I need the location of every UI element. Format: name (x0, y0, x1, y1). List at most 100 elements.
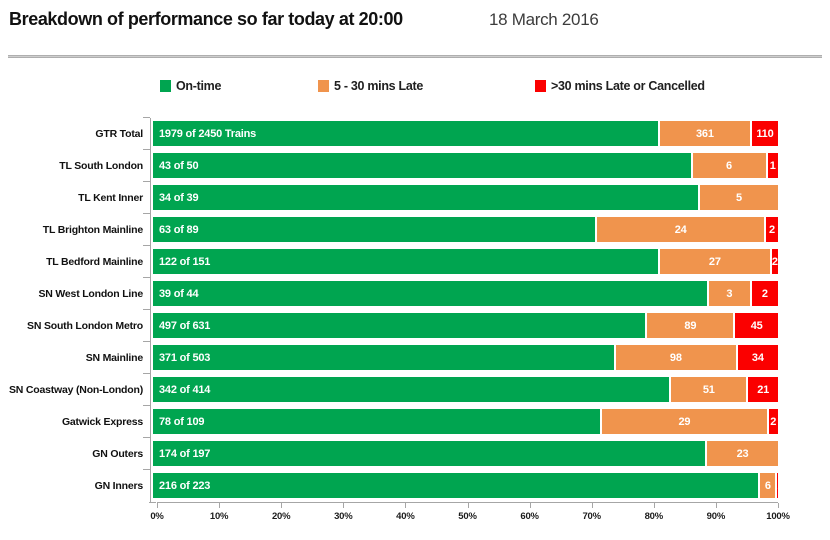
segment-value: 34 (751, 351, 764, 364)
bar-track: 122 of 151 27 2 (143, 245, 778, 278)
x-axis-tick (343, 503, 345, 508)
x-axis: 0% 10% 20% 30% 40% 50% 60% 70% 80% 90% 100% (149, 502, 790, 526)
segment-ontime: 174 of 197 (153, 441, 706, 466)
segment-value: 24 (674, 223, 687, 236)
segment-value: 2 (761, 287, 768, 300)
bar-track: 371 of 503 98 34 (143, 341, 778, 374)
segment-cancelled: 2 (769, 249, 778, 274)
legend-label-late: 5 - 30 mins Late (334, 79, 423, 93)
x-axis-label: 10% (209, 511, 229, 522)
report-date: 18 March 2016 (489, 10, 599, 29)
legend-item-ontime: On-time (160, 78, 221, 94)
chart-row: GTR Total 1979 of 2450 Trains 361 110 (0, 117, 830, 150)
segment-ontime: 497 of 631 (153, 313, 646, 338)
bar-track: 78 of 109 29 2 (143, 405, 778, 438)
segment-value: 497 of 631 (159, 319, 211, 332)
stacked-bar: 63 of 89 24 2 (153, 217, 778, 242)
x-axis-label: 20% (271, 511, 291, 522)
legend-swatch-cancelled (535, 80, 546, 92)
segment-cancelled: 21 (746, 377, 778, 402)
segment-late: 6 (690, 153, 766, 178)
bar-track: 174 of 197 23 (143, 437, 778, 470)
segment-late: 51 (669, 377, 747, 402)
segment-late: 24 (595, 217, 764, 242)
segment-value: 2 (768, 223, 775, 236)
row-label: SN Mainline (85, 351, 144, 364)
segment-late: 27 (657, 249, 770, 274)
segment-value: 371 of 503 (159, 351, 211, 364)
x-axis-tick (467, 503, 469, 508)
segment-value: 43 of 50 (159, 159, 199, 172)
row-label: GN Inners (94, 479, 144, 492)
segment-value: 110 (756, 127, 774, 140)
x-axis-tick (778, 503, 779, 508)
x-axis-label: 0% (150, 511, 164, 522)
segment-value: 1 (769, 159, 776, 172)
segment-late: 5 (697, 185, 778, 210)
chart-row: SN Coastway (Non-London) 342 of 414 51 21 (0, 373, 830, 406)
segment-value: 34 of 39 (159, 191, 199, 204)
legend-swatch-ontime (160, 80, 171, 92)
segment-value: 89 (684, 319, 697, 332)
stacked-bar: 342 of 414 51 21 (153, 377, 778, 402)
segment-cancelled: 2 (749, 281, 778, 306)
stacked-bar: 174 of 197 23 (153, 441, 778, 466)
chart-row: TL Bedford Mainline 122 of 151 27 2 (0, 245, 830, 278)
segment-ontime: 342 of 414 (153, 377, 670, 402)
segment-value: 6 (726, 159, 732, 172)
segment-ontime: 78 of 109 (153, 409, 601, 434)
x-axis-label: 100% (766, 511, 790, 522)
segment-value: 361 (696, 127, 714, 140)
x-axis-tick (157, 503, 158, 508)
x-axis-tick (715, 503, 717, 508)
chart-row: Gatwick Express 78 of 109 29 2 (0, 405, 830, 438)
row-label: TL Brighton Mainline (42, 223, 143, 236)
x-axis-label: 60% (520, 511, 539, 522)
bar-track: 342 of 414 51 21 (143, 373, 778, 406)
bar-track: 34 of 39 5 (143, 181, 778, 214)
x-axis-tick (405, 503, 407, 508)
segment-value: 63 of 89 (159, 223, 199, 236)
segment-value: 5 (735, 191, 742, 204)
x-axis-label: 70% (582, 511, 601, 522)
title-divider (8, 55, 822, 58)
segment-value: 216 of 223 (159, 479, 211, 492)
performance-chart: GTR Total 1979 of 2450 Trains 361 110 TL Sou… (0, 117, 830, 526)
row-label: GN Outers (92, 447, 143, 460)
segment-late: 29 (600, 409, 767, 434)
segment-value: 6 (764, 479, 771, 492)
stacked-bar: 497 of 631 89 45 (153, 313, 778, 338)
segment-value: 39 of 44 (159, 287, 199, 300)
x-axis-tick (281, 503, 283, 508)
segment-late: 3 (706, 281, 750, 306)
segment-late: 361 (657, 121, 750, 146)
chart-row: TL South London 43 of 50 6 1 (0, 149, 830, 182)
row-label: Gatwick Express (61, 415, 143, 428)
segment-ontime: 1979 of 2450 Trains (153, 121, 658, 146)
x-axis-label: 30% (334, 511, 353, 522)
bar-track: 63 of 89 24 2 (143, 213, 778, 246)
segment-value: 51 (702, 383, 715, 396)
chart-row: TL Brighton Mainline 63 of 89 24 2 (0, 213, 830, 246)
segment-cancelled: 2 (763, 217, 778, 242)
legend-label-cancelled: >30 mins Late or Cancelled (551, 79, 705, 93)
segment-late: 98 (613, 345, 736, 370)
x-axis-tick (653, 503, 655, 508)
segment-ontime: 371 of 503 (153, 345, 614, 370)
legend-item-cancelled: >30 mins Late or Cancelled (535, 78, 705, 94)
chart-row: TL Kent Inner 34 of 39 5 (0, 181, 830, 214)
page-title: Breakdown of performance so far today at… (9, 9, 403, 29)
x-axis-label: 40% (396, 511, 415, 522)
stacked-bar: 1979 of 2450 Trains 361 110 (153, 121, 778, 146)
stacked-bar: 78 of 109 29 2 (153, 409, 778, 434)
segment-value: 29 (678, 415, 691, 428)
stacked-bar: 39 of 44 3 2 (153, 281, 778, 306)
x-axis-label: 90% (706, 511, 726, 522)
row-label: TL Kent Inner (78, 191, 143, 204)
bar-track: 497 of 631 89 45 (143, 309, 778, 342)
segment-ontime: 122 of 151 (153, 249, 658, 274)
bar-track: 39 of 44 3 2 (143, 277, 778, 310)
stacked-bar: 122 of 151 27 2 (153, 249, 778, 274)
segment-ontime: 39 of 44 (153, 281, 707, 306)
